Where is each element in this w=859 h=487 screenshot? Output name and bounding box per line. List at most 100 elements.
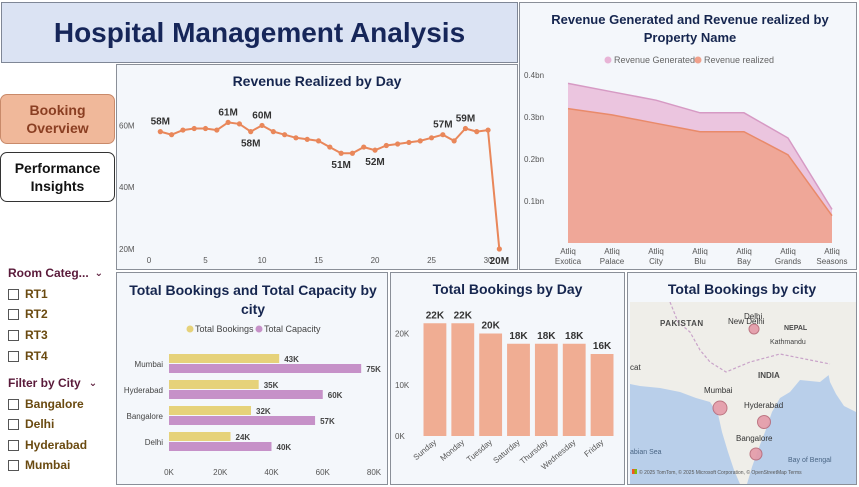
legend-marker	[604, 56, 612, 64]
y-tick-label: 40M	[119, 183, 135, 192]
city-filter-bangalore[interactable]: Bangalore	[8, 397, 84, 411]
map-label-mumbai: Mumbai	[704, 386, 733, 395]
data-label: 40K	[277, 443, 292, 452]
data-point	[236, 121, 243, 127]
data-label: 58M	[151, 117, 170, 128]
bar	[169, 364, 362, 373]
bar	[169, 432, 231, 441]
checkbox[interactable]	[8, 398, 19, 410]
bar	[169, 390, 323, 399]
room-filter-rt2[interactable]: RT2	[8, 307, 48, 321]
category-label: Delhi	[145, 438, 163, 447]
city-filter-title: Filter by City ⌄	[8, 376, 98, 390]
data-point	[372, 147, 378, 153]
bookings-by-day-chart: 0K 10K 20K 22K Sunday 22K Monday 20K Tuesday 18K S…	[395, 310, 614, 472]
room-category-filter-title: Room Categ... ⌄	[8, 266, 104, 280]
bar	[169, 442, 272, 451]
data-point	[474, 129, 480, 135]
x-tick-label: Atliq Grands	[775, 247, 801, 266]
room-filter-rt4[interactable]: RT4	[8, 349, 48, 363]
data-point	[282, 132, 288, 138]
series-line	[567, 107, 833, 217]
data-point	[485, 127, 491, 133]
map-marker-mumbai[interactable]	[712, 400, 728, 416]
city-filter-delhi[interactable]: Delhi	[8, 417, 54, 431]
dashboard-title-box: Hospital Management Analysis	[1, 2, 518, 63]
checkbox[interactable]	[8, 308, 19, 320]
y-tick-label: 0.1bn	[524, 197, 544, 206]
map-label-kathmandu: Kathmandu	[770, 339, 806, 346]
series-line	[160, 121, 501, 250]
city-filter-mumbai[interactable]: Mumbai	[8, 458, 70, 472]
bookings-by-city-map-panel: Total Bookings by city PAKISTAN Delhi Ne…	[627, 272, 857, 485]
x-tick-label: 5	[203, 256, 208, 265]
room-filter-rt1[interactable]: RT1	[8, 287, 48, 301]
map-marker-bangalore[interactable]	[749, 447, 763, 461]
data-point	[157, 129, 163, 135]
checkbox[interactable]	[8, 459, 19, 471]
checkbox[interactable]	[8, 418, 19, 430]
data-label: 32K	[256, 407, 271, 416]
data-label: 16K	[593, 341, 612, 352]
checkbox[interactable]	[8, 439, 19, 451]
data-point	[293, 135, 299, 141]
data-label: 75K	[366, 365, 381, 374]
x-tick-label: Atliq Palace	[600, 247, 625, 266]
revenue-by-property-chart: Revenue Generated Revenue realized 0.1bn 0.…	[524, 55, 848, 266]
data-point	[214, 127, 220, 133]
map-land-north	[630, 302, 856, 484]
checkbox[interactable]	[8, 329, 19, 341]
series-area	[568, 108, 832, 243]
bar	[451, 323, 475, 436]
y-tick-label: 0.2bn	[524, 155, 544, 164]
map-marker-delhi[interactable]	[748, 323, 760, 335]
x-tick-label: Monday	[438, 438, 466, 463]
x-tick-label: 10	[258, 256, 267, 265]
performance-insights-label: Performance Insights	[14, 160, 101, 194]
map-label-india: INDIA	[758, 371, 780, 380]
microsoft-logo-icon	[632, 469, 637, 474]
map-marker-hyderabad[interactable]	[757, 415, 771, 429]
data-point	[225, 119, 231, 125]
room-filter-rt3[interactable]: RT3	[8, 328, 48, 342]
data-point	[270, 129, 276, 135]
data-label: 35K	[264, 381, 279, 390]
chevron-down-icon[interactable]: ⌄	[94, 267, 104, 279]
bookings-capacity-panel: Total Bookings and Total Capacity by cit…	[116, 272, 388, 485]
india-map[interactable]: PAKISTAN Delhi New Delhi NEPAL Kathmandu…	[630, 302, 856, 484]
booking-overview-button[interactable]: Booking Overview	[0, 94, 115, 144]
data-point	[202, 125, 209, 132]
chevron-down-icon[interactable]: ⌄	[88, 377, 98, 389]
city-filter-hyderabad[interactable]: Hyderabad	[8, 438, 87, 452]
y-tick-label: 10K	[395, 381, 410, 390]
checkbox[interactable]	[8, 350, 19, 362]
bar	[507, 343, 530, 436]
data-label: 60K	[328, 391, 343, 400]
y-tick-label: 60M	[119, 121, 135, 130]
x-tick-label: 60K	[316, 468, 331, 477]
bar	[169, 416, 316, 425]
booking-overview-label: Booking Overview	[26, 102, 89, 136]
x-tick-label: Atliq Seasons	[816, 247, 847, 266]
y-tick-label: 0K	[395, 432, 405, 441]
x-tick-label: 40K	[264, 468, 279, 477]
x-tick-label: Atliq Exotica	[555, 247, 582, 266]
data-label: 18K	[565, 331, 584, 342]
data-point	[428, 135, 435, 141]
map-label-left-edge: cat	[630, 363, 641, 372]
map-label-bangalore: Bangalore	[736, 434, 773, 443]
data-point	[383, 142, 389, 149]
x-tick-label: 20	[371, 256, 380, 265]
category-label: Hyderabad	[124, 386, 163, 395]
legend-label: Revenue realized	[704, 55, 774, 65]
checkbox[interactable]	[8, 288, 19, 300]
performance-insights-button[interactable]: Performance Insights	[0, 152, 115, 202]
map-label-nepal: NEPAL	[784, 325, 808, 332]
data-label: 60M	[252, 110, 271, 121]
data-point	[406, 139, 412, 146]
revenue-by-day-panel: Revenue Realized by Day 20M 40M 60M 0 5 10 15 2…	[116, 64, 518, 270]
data-point	[349, 150, 356, 156]
legend-label: Total Capacity	[264, 324, 321, 334]
data-label: 18K	[537, 331, 556, 342]
bar	[169, 354, 280, 363]
